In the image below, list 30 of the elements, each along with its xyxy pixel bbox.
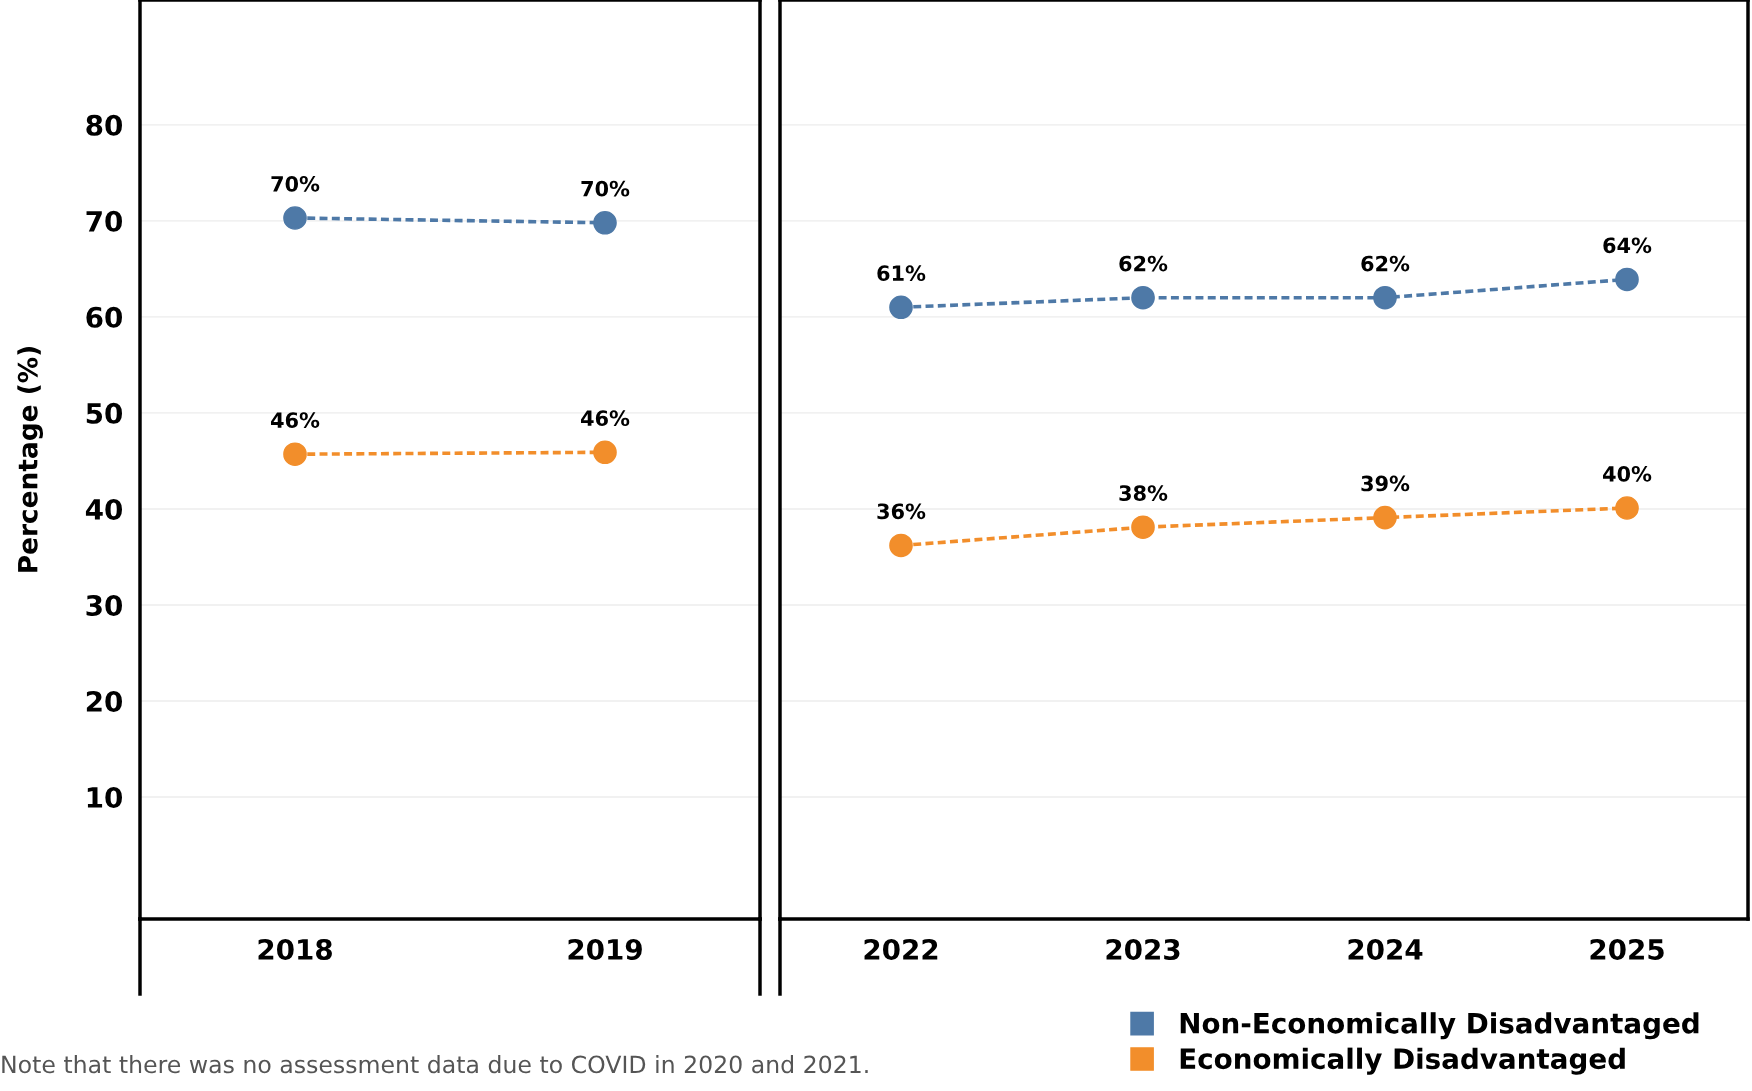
y-tick-label: 60 [86,306,123,328]
data-label: 36% [877,503,926,520]
text: Note that there was no assessment data due to COVID in 2020 and 2021. [2,1055,868,1074]
data-label: 40% [1603,465,1652,482]
data-label: 39% [1361,475,1410,492]
legend-label: Economically Disadvantaged [1180,1047,1625,1075]
y-tick-label: 10 [87,786,123,808]
data-label: 64% [1603,237,1652,254]
data-label: 38% [1119,485,1168,501]
x-tick-label: 2025 [1590,938,1664,960]
y-tick-label: 80 [86,114,123,136]
x-tick-label: 2022 [864,938,938,960]
data-label: 46% [581,410,630,427]
y-tick-label: 40 [85,498,123,520]
x-tick-label: 2023 [1106,938,1180,960]
x-tick-label: 2024 [1348,938,1423,960]
data-label: 62% [1361,255,1410,272]
y-tick-label: 50 [86,402,123,424]
x-tick-label: 2018 [258,938,332,960]
data-label: 70% [581,180,630,197]
legend-label: Non-Economically Disadvantaged [1180,1012,1699,1040]
y-tick-label: 30 [86,594,123,616]
data-label: 46% [271,412,320,428]
data-label: 61% [877,265,926,282]
y-tick-label: 70 [86,210,123,232]
y-axis-title: Percentage (%) [17,347,44,572]
x-tick-label: 2019 [568,938,642,960]
y-tick-label: 20 [86,690,123,712]
data-label: 62% [1119,255,1168,272]
data-label: 70% [271,175,320,192]
